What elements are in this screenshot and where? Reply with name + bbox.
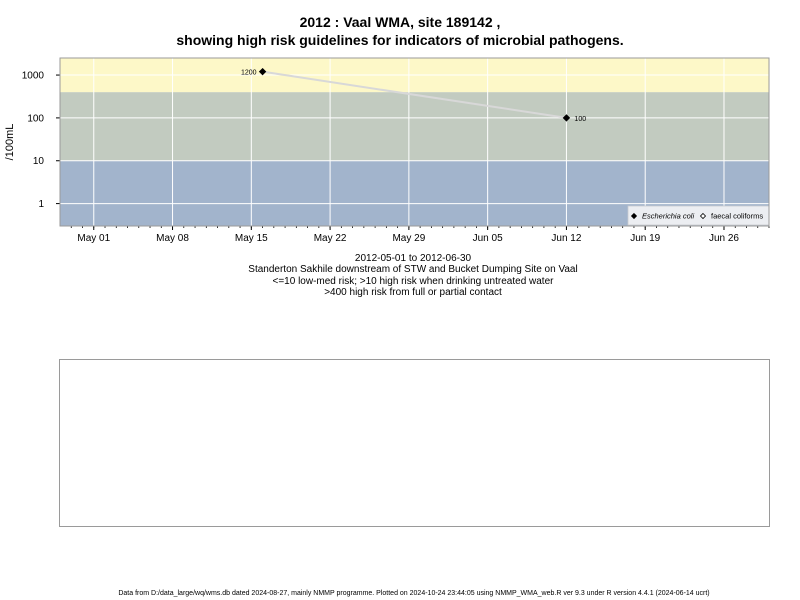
y-tick-label-1: 10 [33, 156, 45, 167]
plot-frame [59, 57, 770, 227]
data-point-0-1 [562, 114, 571, 122]
legend-label-1: faecal coliforms [711, 212, 763, 221]
y-tick-label-0: 1 [38, 199, 44, 210]
site-description-caption: Standerton Sakhile downstream of STW and… [248, 264, 578, 275]
x-tick-label-8: Jun 26 [709, 233, 739, 244]
x-tick-label-2: May 15 [235, 233, 268, 244]
x-tick-label-1: May 08 [156, 233, 189, 244]
x-tick-label-6: Jun 12 [551, 233, 581, 244]
y-axis-label: /100mL [4, 124, 16, 161]
y-tick-label-3: 1000 [22, 71, 45, 82]
x-tick-label-4: May 29 [392, 233, 425, 244]
legend-marker-0 [630, 212, 638, 220]
x-tick-label-0: May 01 [77, 233, 110, 244]
y-tick-label-2: 100 [27, 113, 44, 124]
data-label-0-1: 100 [574, 116, 586, 123]
chart-title-line2: showing high risk guidelines for indicat… [176, 32, 624, 48]
data-point-0-0 [258, 67, 267, 76]
data-source-footnote: Data from D:/data_large/wq/wms.db dated … [118, 590, 710, 597]
chart-title-line1: 2012 : Vaal WMA, site 189142 , [299, 14, 501, 30]
risk-band-1 [60, 92, 769, 161]
chart-plot: 1 10 100 1000/100mL May 01 May 08 May 15 May 22… [4, 57, 770, 244]
guideline-high-caption: >400 high risk from full or partial cont… [324, 287, 502, 298]
legend-label-0: Escherichia coli [642, 212, 694, 221]
x-tick-label-5: Jun 05 [473, 233, 503, 244]
data-label-0-0: 1200 [241, 70, 257, 77]
series-line-0 [262, 70, 567, 119]
date-range-caption: 2012-05-01 to 2012-06-30 [354, 253, 472, 264]
guideline-low-caption: <=10 low-med risk; >10 high risk when dr… [272, 276, 554, 287]
legend-marker-1 [699, 212, 707, 220]
empty-plot-panel [59, 359, 770, 527]
x-tick-label-7: Jun 19 [630, 233, 660, 244]
x-tick-label-3: May 22 [314, 233, 347, 244]
